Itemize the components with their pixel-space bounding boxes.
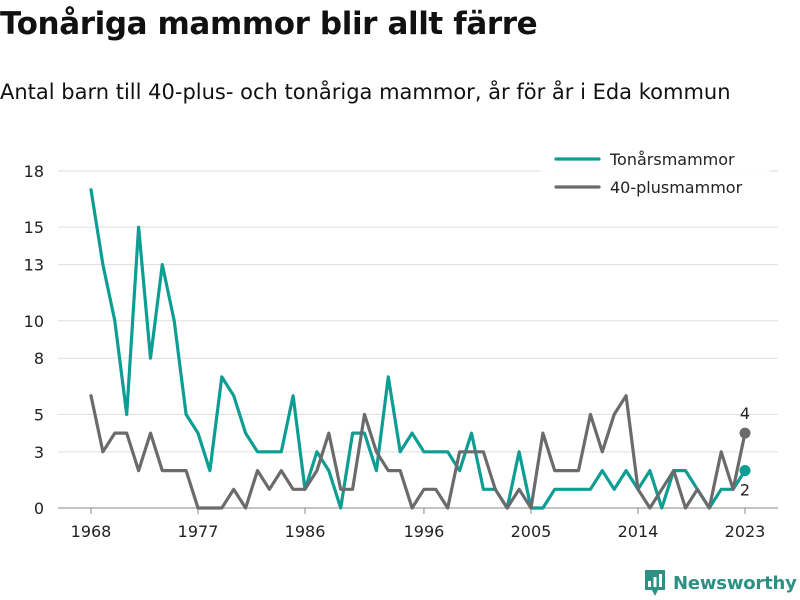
legend-background (540, 143, 770, 205)
y-tick-label: 0 (34, 499, 44, 518)
legend: Tonårsmammor 40-plusmammor (540, 143, 770, 205)
y-tick-label: 13 (24, 256, 44, 275)
legend-label-1: Tonårsmammor (609, 150, 735, 169)
end-label-1: 2 (740, 481, 750, 500)
chart-title: Tonåriga mammor blir allt färre (0, 6, 538, 42)
y-axis: 0 3 5 8 10 13 15 18 (24, 162, 44, 518)
end-label-2: 4 (740, 404, 750, 423)
grid-lines (58, 170, 778, 509)
brand-logo: Newsworthy (643, 566, 797, 600)
y-tick-label: 5 (34, 405, 44, 424)
x-tick-label: 1968 (71, 522, 112, 541)
y-tick-label: 10 (24, 312, 44, 331)
y-tick-label: 3 (34, 443, 44, 462)
x-tick-label: 2005 (511, 522, 552, 541)
end-markers: 24 (739, 404, 751, 500)
series-line-2 (89, 394, 747, 510)
y-tick-label: 8 (34, 349, 44, 368)
newsworthy-logo-icon (645, 570, 665, 596)
series-line-1 (89, 188, 747, 510)
series-lines (89, 188, 747, 510)
chart-subtitle: Antal barn till 40-plus- och tonåriga ma… (0, 80, 731, 104)
y-tick-label: 15 (24, 218, 44, 237)
brand-name: Newsworthy (673, 572, 797, 594)
legend-label-2: 40-plusmammor (610, 178, 743, 197)
x-tick-label: 2023 (725, 522, 766, 541)
x-axis: 1968 1977 1986 1996 2005 2014 2023 (71, 508, 766, 541)
x-tick-label: 1977 (178, 522, 219, 541)
x-tick-label: 1996 (404, 522, 445, 541)
y-tick-label: 18 (24, 162, 44, 181)
end-marker-1 (739, 465, 751, 477)
x-tick-label: 2014 (618, 522, 659, 541)
end-marker-2 (739, 427, 751, 439)
x-tick-label: 1986 (285, 522, 326, 541)
